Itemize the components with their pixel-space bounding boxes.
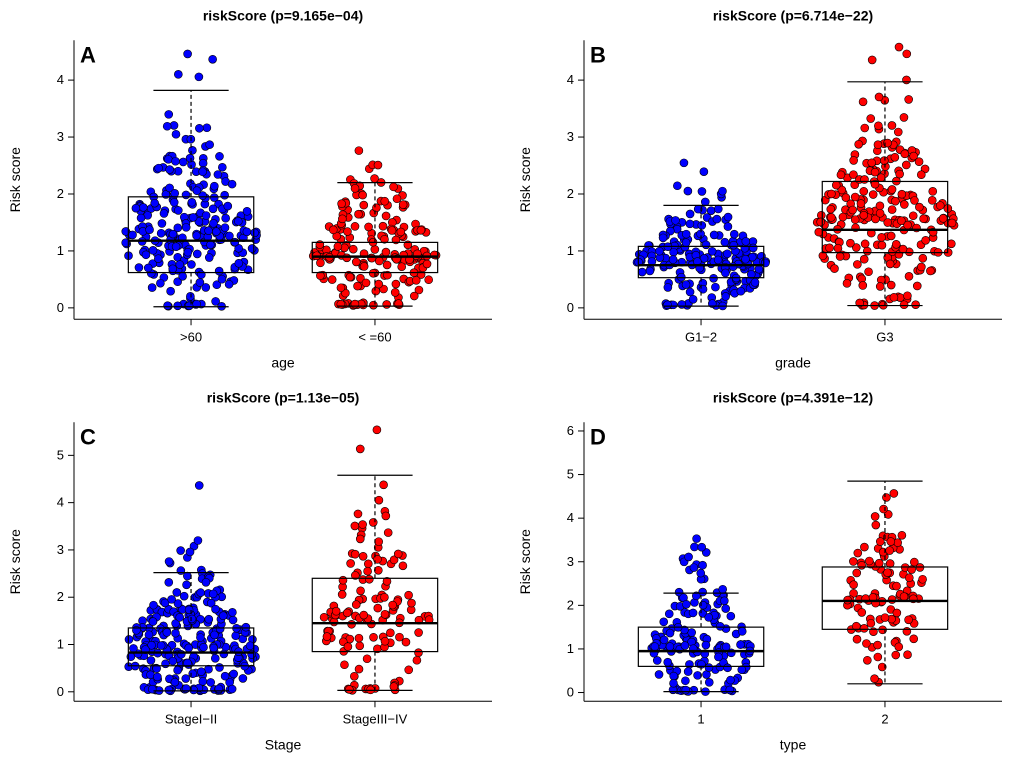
chart-b: riskScore (p=6.714e−22) B 0 1 2 3 4 G1−2 G3 grade… bbox=[510, 0, 1020, 382]
y-tick-label: 3 bbox=[567, 553, 574, 568]
y-tick-label: 1 bbox=[567, 243, 574, 258]
x-tick-label: >60 bbox=[180, 329, 202, 344]
y-tick-label: 5 bbox=[567, 466, 574, 481]
x-tick-label: < =60 bbox=[358, 329, 391, 344]
y-axis-label: Risk score bbox=[517, 147, 533, 213]
chart-title: riskScore (p=1.13e−05) bbox=[207, 389, 360, 405]
figure-grid: riskScore (p=9.165e−04) A 0 1 2 3 4 >60 < =60 age… bbox=[0, 0, 1020, 763]
y-tick-label: 0 bbox=[57, 300, 64, 315]
jitter-group bbox=[813, 43, 958, 310]
x-tick-label: StageIII−IV bbox=[343, 711, 408, 726]
y-tick-label: 6 bbox=[567, 422, 574, 437]
y-tick-label: 3 bbox=[57, 541, 64, 556]
y-axis-label: Risk score bbox=[517, 528, 533, 594]
x-axis-label: age bbox=[271, 354, 295, 370]
y-tick-label: 4 bbox=[57, 494, 64, 509]
panel-letter: D bbox=[590, 424, 606, 449]
y-tick-label: 4 bbox=[567, 72, 574, 87]
chart-c: riskScore (p=1.13e−05) C 0 1 2 3 4 5 StageI−II St… bbox=[0, 382, 510, 763]
chart-title: riskScore (p=9.165e−04) bbox=[203, 7, 363, 23]
jitter-group bbox=[648, 534, 755, 695]
x-tick-label: G1−2 bbox=[685, 329, 717, 344]
panel-letter: C bbox=[80, 424, 96, 449]
y-tick-label: 4 bbox=[567, 510, 574, 525]
x-axis-label: grade bbox=[775, 354, 811, 370]
x-tick-label: 2 bbox=[881, 711, 888, 726]
y-tick-label: 5 bbox=[57, 447, 64, 462]
chart-d: riskScore (p=4.391e−12) D 0 1 2 3 4 5 6 1 2 type Ris… bbox=[510, 382, 1020, 763]
chart-title: riskScore (p=6.714e−22) bbox=[713, 7, 873, 23]
panel-a: riskScore (p=9.165e−04) A 0 1 2 3 4 >60 < =60 age… bbox=[0, 0, 510, 382]
y-tick-label: 1 bbox=[57, 243, 64, 258]
y-axis-label: Risk score bbox=[7, 147, 23, 213]
y-tick-label: 4 bbox=[57, 72, 64, 87]
y-tick-label: 2 bbox=[57, 589, 64, 604]
panel-b: riskScore (p=6.714e−22) B 0 1 2 3 4 G1−2 G3 grade… bbox=[510, 0, 1020, 382]
panel-d: riskScore (p=4.391e−12) D 0 1 2 3 4 5 6 1 2 type Ris… bbox=[510, 382, 1020, 763]
chart-a: riskScore (p=9.165e−04) A 0 1 2 3 4 >60 < =60 age… bbox=[0, 0, 510, 382]
y-tick-label: 2 bbox=[57, 186, 64, 201]
jitter-group bbox=[843, 489, 926, 686]
y-tick-label: 3 bbox=[567, 129, 574, 144]
y-tick-label: 0 bbox=[567, 300, 574, 315]
y-axis-label: Risk score bbox=[7, 528, 23, 594]
panel-letter: B bbox=[590, 42, 606, 67]
y-tick-label: 2 bbox=[567, 186, 574, 201]
jitter-group bbox=[320, 425, 433, 693]
y-tick-label: 0 bbox=[57, 683, 64, 698]
jitter-group bbox=[125, 481, 260, 694]
y-tick-label: 2 bbox=[567, 597, 574, 612]
x-tick-label: 1 bbox=[697, 711, 704, 726]
x-tick-label: StageI−II bbox=[165, 711, 217, 726]
y-tick-label: 3 bbox=[57, 129, 64, 144]
panel-c: riskScore (p=1.13e−05) C 0 1 2 3 4 5 StageI−II St… bbox=[0, 382, 510, 763]
y-tick-label: 1 bbox=[567, 640, 574, 655]
x-axis-label: Stage bbox=[265, 736, 302, 752]
y-tick-label: 1 bbox=[57, 636, 64, 651]
panel-letter: A bbox=[80, 42, 96, 67]
y-tick-label: 0 bbox=[567, 684, 574, 699]
x-tick-label: G3 bbox=[876, 329, 893, 344]
chart-title: riskScore (p=4.391e−12) bbox=[713, 389, 873, 405]
x-axis-label: type bbox=[780, 736, 807, 752]
